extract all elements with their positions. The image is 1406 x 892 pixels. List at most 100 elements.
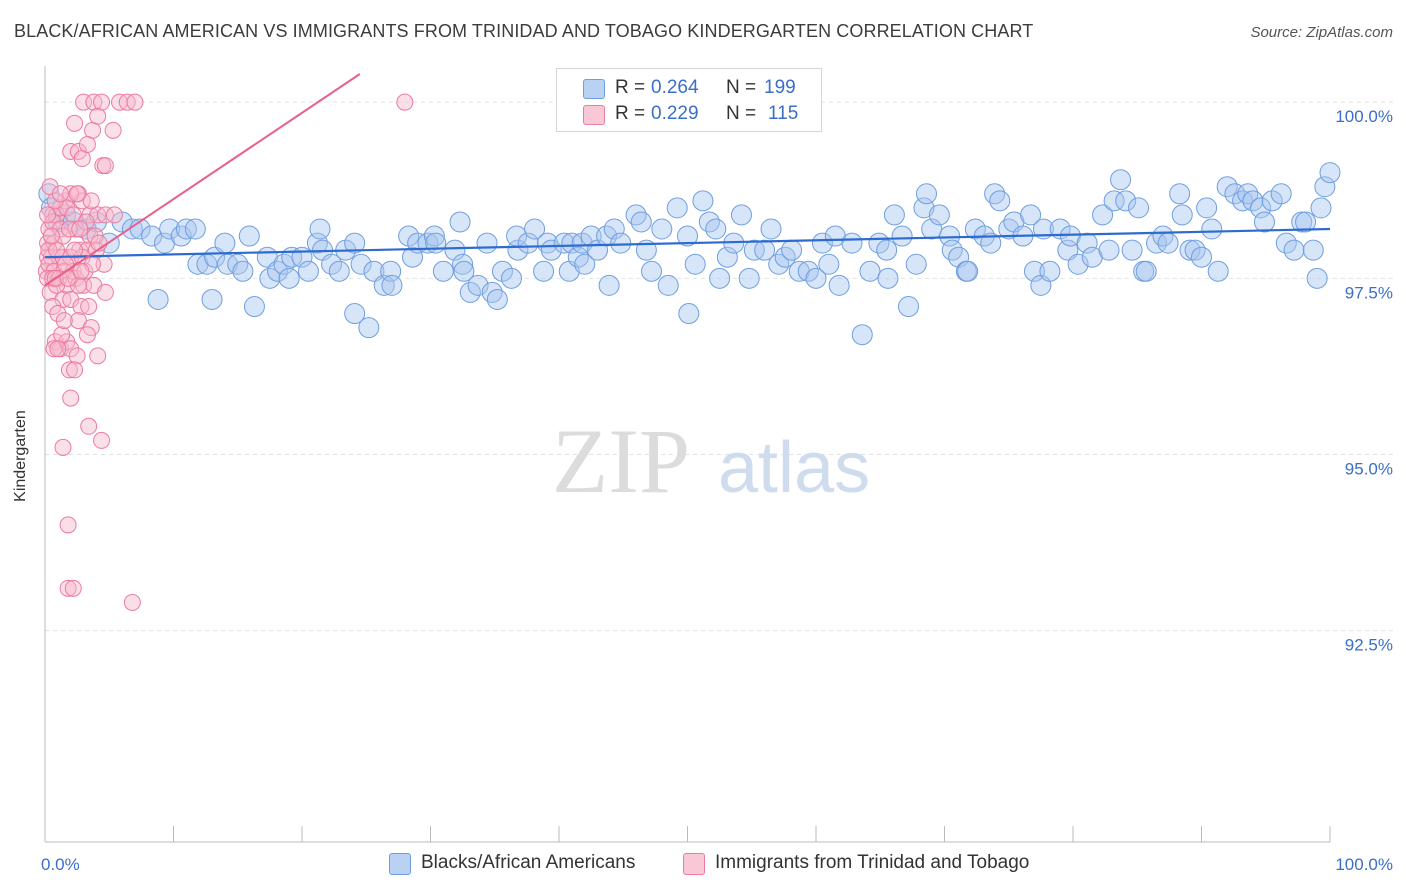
point-blacks	[1023, 260, 1045, 282]
point-blacks	[1306, 267, 1328, 289]
point-trinidad	[75, 93, 93, 111]
point-blacks	[141, 225, 163, 247]
point-trinidad	[89, 107, 107, 125]
point-trinidad	[59, 516, 77, 534]
point-trinidad	[396, 93, 414, 111]
point-trinidad	[49, 305, 67, 323]
legend-n-label: N =	[726, 103, 757, 124]
point-blacks	[989, 190, 1011, 212]
point-blacks	[1103, 190, 1125, 212]
point-trinidad	[105, 206, 123, 224]
point-blacks	[916, 183, 938, 205]
point-blacks	[425, 232, 447, 254]
point-blacks	[159, 218, 181, 240]
point-trinidad	[55, 312, 73, 330]
point-blacks	[891, 225, 913, 247]
x-tick-label: 0.0%	[41, 855, 80, 874]
point-trinidad	[68, 185, 86, 203]
point-trinidad	[42, 227, 60, 245]
bottom-legend-swatch-blacks	[389, 853, 411, 875]
point-trinidad	[66, 114, 84, 132]
point-blacks	[328, 260, 350, 282]
point-trinidad	[104, 121, 122, 139]
point-trinidad	[66, 241, 84, 259]
point-trinidad	[84, 121, 102, 139]
point-blacks	[851, 324, 873, 346]
point-blacks	[486, 288, 508, 310]
point-blacks	[859, 260, 881, 282]
point-trinidad	[75, 276, 93, 294]
point-blacks	[1020, 204, 1042, 226]
point-blacks	[709, 267, 731, 289]
point-blacks	[1314, 176, 1336, 198]
point-blacks	[1157, 232, 1179, 254]
point-blacks	[278, 267, 300, 289]
bottom-legend-swatch-trinidad	[683, 853, 705, 875]
point-blacks	[1319, 162, 1341, 184]
point-blacks	[350, 253, 372, 275]
point-blacks	[1171, 204, 1193, 226]
point-trinidad	[64, 206, 82, 224]
point-blacks	[1098, 239, 1120, 261]
point-blacks	[1250, 197, 1272, 219]
point-blacks	[1191, 246, 1212, 268]
point-blacks	[452, 253, 474, 275]
point-blacks	[398, 225, 420, 247]
point-trinidad	[66, 361, 84, 379]
point-blacks	[524, 218, 546, 240]
point-blacks	[423, 225, 445, 247]
bottom-legend-label-trinidad: Immigrants from Trinidad and Tobago	[715, 852, 1030, 873]
point-blacks	[243, 296, 265, 318]
point-blacks	[204, 246, 226, 268]
point-blacks	[201, 288, 223, 310]
point-trinidad	[49, 340, 67, 358]
point-blacks	[467, 274, 489, 296]
point-blacks	[598, 274, 620, 296]
point-trinidad	[72, 262, 90, 280]
point-trinidad	[51, 220, 69, 238]
point-blacks	[980, 232, 1002, 254]
point-trinidad	[69, 276, 87, 294]
chart-title: BLACK/AFRICAN AMERICAN VS IMMIGRANTS FRO…	[14, 21, 1034, 41]
trend-line-blacks	[44, 227, 1331, 259]
point-trinidad	[78, 135, 96, 153]
point-trinidad	[62, 185, 80, 203]
tick-labels: 100.0% 97.5% 95.0% 92.5% 0.0% 100.0%	[41, 107, 1393, 874]
point-blacks	[1121, 239, 1143, 261]
point-blacks	[500, 267, 522, 289]
point-blacks	[402, 246, 424, 268]
point-blacks	[373, 274, 395, 296]
point-blacks	[444, 239, 466, 261]
point-trinidad	[54, 227, 72, 245]
point-blacks	[175, 218, 197, 240]
point-blacks	[1032, 218, 1054, 240]
point-trinidad	[51, 185, 69, 203]
point-blacks	[147, 288, 169, 310]
point-blacks	[1201, 218, 1223, 240]
point-blacks	[1057, 239, 1079, 261]
point-blacks	[1283, 239, 1305, 261]
point-blacks	[381, 274, 403, 296]
point-blacks	[684, 253, 706, 275]
legend-r-label: R =	[615, 77, 646, 98]
point-blacks	[1310, 197, 1332, 219]
point-trinidad	[96, 206, 114, 224]
point-trinidad	[73, 150, 91, 168]
point-blacks	[238, 225, 260, 247]
point-trinidad	[45, 340, 63, 358]
point-blacks	[716, 246, 738, 268]
point-blacks	[913, 197, 935, 219]
point-trinidad	[78, 326, 96, 344]
point-blacks	[921, 218, 943, 240]
point-blacks	[1067, 253, 1089, 275]
point-blacks	[828, 274, 850, 296]
point-blacks	[883, 204, 905, 226]
point-trinidad	[57, 255, 75, 273]
bottom-legend-label-blacks: Blacks/African Americans	[421, 852, 636, 873]
point-blacks	[1179, 239, 1201, 261]
legend-r-value-blacks: 0.264	[651, 77, 699, 98]
point-trinidad	[62, 389, 80, 407]
point-blacks	[666, 197, 688, 219]
point-blacks	[1302, 239, 1324, 261]
